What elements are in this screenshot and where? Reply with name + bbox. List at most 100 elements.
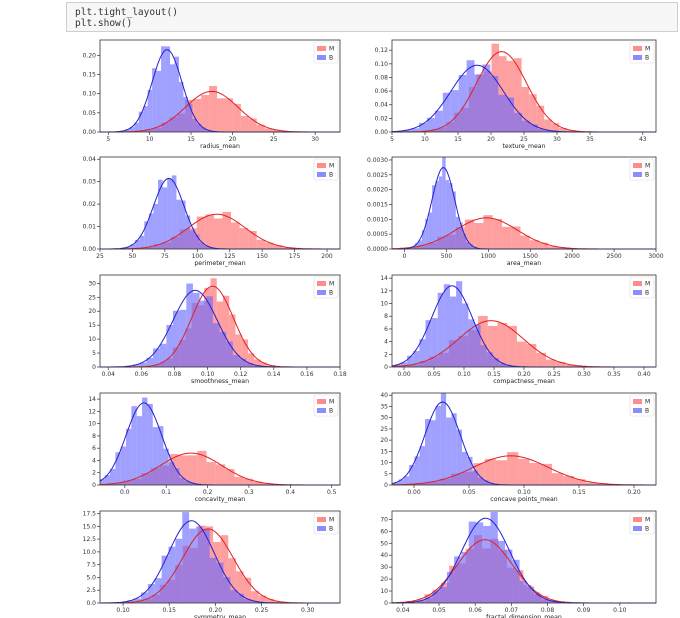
- x-tick-label: 0.12: [234, 371, 248, 378]
- hist-bar-B-13: [209, 557, 217, 603]
- y-tick-label: 30: [380, 415, 388, 422]
- hist-bar-B-1: [411, 246, 416, 249]
- hist-bar-M-17: [555, 361, 566, 367]
- hist-bar-B-3: [432, 591, 440, 603]
- hist-bar-B-13: [158, 426, 164, 485]
- hist-bar-B-5: [143, 106, 148, 132]
- hist-bar-M-18: [272, 129, 281, 132]
- legend-swatch-M: [317, 517, 326, 522]
- hist-bar-M-17: [258, 595, 267, 603]
- hist-bar-M-17: [548, 246, 558, 249]
- hist-bar-B-7: [450, 90, 459, 132]
- hist-bar-B-12: [462, 303, 469, 367]
- y-tick-label: 5: [92, 350, 96, 357]
- hist-bar-M-13: [229, 314, 236, 367]
- y-tick-label: 17.5: [83, 511, 97, 518]
- y-tick-label: 8: [384, 313, 388, 320]
- x-tick-label: 0: [403, 253, 407, 260]
- hist-bar-B-17: [477, 477, 484, 485]
- x-axis-label: compactness_mean: [493, 378, 555, 385]
- x-tick-label: 30: [311, 136, 319, 143]
- y-tick-label: 50: [380, 540, 388, 547]
- x-tick-label: 1500: [523, 253, 538, 260]
- y-tick-label: 0: [384, 364, 388, 371]
- hist-bar-B-8: [437, 292, 444, 367]
- hist-bar-M-14: [235, 334, 242, 367]
- hist-bar-B-10: [474, 74, 483, 132]
- legend-label-M: M: [645, 399, 650, 406]
- hist-bar-B-4: [439, 587, 447, 603]
- hist-bar-M-15: [243, 577, 252, 603]
- hist-bar-M-13: [511, 226, 521, 249]
- hist-bar-B-14: [219, 331, 227, 367]
- hist-bar-M-17: [585, 482, 597, 485]
- y-tick-label: 12.5: [83, 536, 97, 543]
- x-tick-label: 0.10: [116, 607, 130, 614]
- legend-label-M: M: [329, 163, 334, 170]
- legend-swatch-M: [317, 281, 326, 286]
- x-tick-label: 0.00: [397, 371, 411, 378]
- hist-bar-B-17: [239, 358, 247, 367]
- x-tick-label: 20: [229, 136, 237, 143]
- y-tick-label: 15.0: [83, 523, 97, 530]
- hist-bar-M-10: [487, 325, 498, 367]
- hist-bar-M-15: [241, 339, 249, 367]
- x-tick-label: 0.1: [161, 489, 171, 496]
- x-tick-label: 0.06: [468, 607, 482, 614]
- legend: MB: [629, 41, 655, 64]
- hist-bar-B-11: [482, 64, 491, 132]
- legend-swatch-B: [317, 526, 326, 531]
- y-tick-label: 20: [88, 308, 96, 315]
- hist-bar-B-7: [431, 318, 438, 367]
- y-tick-label: 0.0: [86, 600, 96, 607]
- x-tick-label: 0.10: [613, 607, 627, 614]
- x-axis-label: concavity_mean: [195, 496, 245, 503]
- hist-bar-B-7: [168, 546, 176, 603]
- y-tick-label: 0.10: [83, 91, 97, 98]
- hist-bar-B-8: [175, 538, 183, 603]
- y-tick-label: 5: [384, 471, 388, 478]
- hist-bar-B-16: [486, 352, 493, 367]
- hist-bar-M-14: [235, 571, 244, 603]
- y-tick-label: 10: [380, 301, 388, 308]
- y-tick-label: 7.5: [86, 562, 96, 569]
- hist-bar-M-16: [251, 591, 259, 603]
- y-tick-label: 40: [380, 552, 388, 559]
- hist-bar-B-1: [127, 600, 135, 603]
- x-tick-label: 0.07: [505, 607, 519, 614]
- plot-frame: [99, 274, 341, 368]
- x-tick-label: 0.10: [457, 371, 471, 378]
- x-tick-label: 0.18: [333, 371, 347, 378]
- hist-bar-B-10: [440, 393, 447, 485]
- x-tick-label: 500: [441, 253, 453, 260]
- chart-panel-9: 0.10 0.15 0.20 0.25 0.30 0.0 2.5 5.0 7.5 10.0 12.5…: [83, 511, 341, 618]
- x-tick-label: 175: [289, 253, 301, 260]
- hist-bar-M-18: [260, 362, 267, 367]
- code-cell[interactable]: plt.tight_layout() plt.show(): [66, 2, 678, 32]
- x-tick-label: 0.04: [396, 607, 410, 614]
- hist-bar-B-7: [432, 185, 436, 249]
- y-tick-label: 5.0: [86, 574, 96, 581]
- x-tick-label: 1000: [481, 253, 496, 260]
- hist-bar-M-18: [557, 247, 567, 249]
- legend-label-M: M: [645, 163, 650, 170]
- x-tick-label: 0.30: [577, 371, 591, 378]
- y-tick-label: 0.00: [375, 129, 389, 136]
- hist-bar-M-18: [266, 598, 274, 603]
- x-tick-label: 0.20: [517, 371, 531, 378]
- hist-bar-B-16: [472, 470, 478, 485]
- hist-bar-B-2: [398, 479, 404, 485]
- hist-bar-B-19: [548, 600, 556, 603]
- x-tick-label: 0.4: [286, 489, 296, 496]
- x-tick-label: 30: [553, 136, 561, 143]
- hist-bar-B-4: [413, 351, 420, 367]
- x-tick-label: 20: [487, 136, 495, 143]
- hist-bar-B-10: [142, 397, 148, 485]
- x-axis-label: perimeter_mean: [194, 260, 245, 267]
- hist-bar-M-17: [273, 245, 283, 249]
- legend-label-M: M: [645, 517, 650, 524]
- y-tick-label: 0.12: [375, 47, 389, 54]
- hist-bar-B-9: [136, 416, 143, 485]
- hist-bar-M-16: [538, 242, 549, 249]
- hist-bar-B-6: [147, 89, 153, 132]
